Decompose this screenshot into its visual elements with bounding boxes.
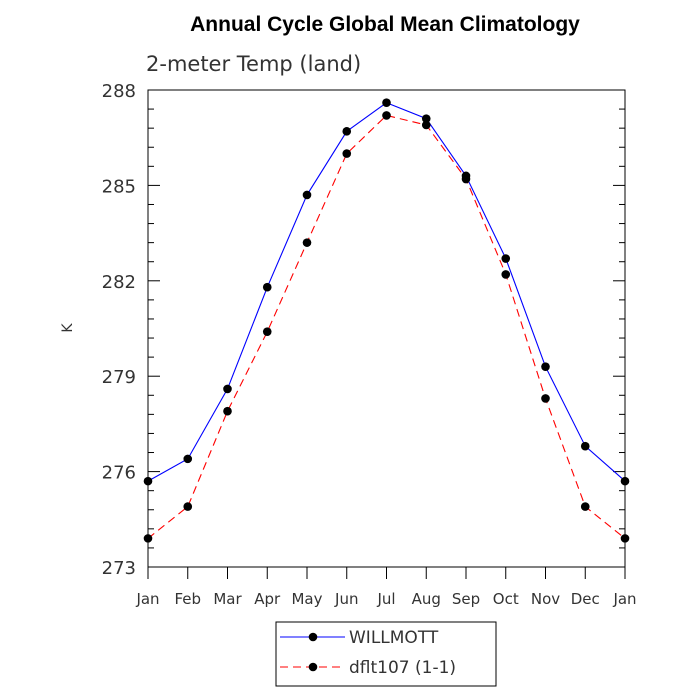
data-point <box>620 534 630 543</box>
x-tick-label: Sep <box>452 590 480 608</box>
legend-label: WILLMOTT <box>349 628 439 648</box>
x-tick-label: May <box>291 590 322 608</box>
data-point <box>421 120 431 130</box>
y-tick-label: 276 <box>102 463 136 484</box>
data-point <box>382 111 391 120</box>
data-point <box>302 238 312 247</box>
y-tick-label: 288 <box>102 81 136 102</box>
data-point <box>302 190 312 200</box>
x-tick-label: Apr <box>254 590 281 608</box>
y-axis-label: K <box>60 323 76 333</box>
x-tick-label: Nov <box>531 590 560 608</box>
data-point <box>382 98 391 108</box>
legend-label: dflt107 (1-1) <box>349 658 456 678</box>
axis-ticks <box>147 89 626 579</box>
data-point <box>461 174 471 184</box>
data-point <box>143 476 153 486</box>
series-line <box>147 102 626 482</box>
y-tick-label: 279 <box>102 367 136 388</box>
data-point <box>541 362 550 371</box>
series-line <box>147 114 626 539</box>
y-tick-label: 282 <box>102 272 136 293</box>
data-point <box>262 327 272 336</box>
data-point <box>183 502 193 511</box>
data-point <box>342 127 352 136</box>
x-tick-label: Feb <box>174 590 201 608</box>
data-point <box>223 406 232 416</box>
data-point <box>620 476 630 486</box>
legend: WILLMOTT dflt107 (1-1) <box>275 621 497 687</box>
chart-subtitle: 2-meter Temp (land) <box>146 52 361 76</box>
x-tick-label: Jan <box>612 590 636 608</box>
series-layer <box>143 98 630 543</box>
data-point <box>143 534 153 543</box>
legend-box <box>275 621 497 687</box>
x-tick-label: Oct <box>493 590 519 608</box>
data-point <box>501 254 511 263</box>
x-tick-labels: Jan Feb Mar Apr May Jun Jul Aug Sep Oct Nov Dec Jan <box>135 590 636 608</box>
data-point <box>262 282 272 292</box>
plot-frame <box>147 89 626 568</box>
data-point <box>183 454 193 464</box>
x-tick-label: Jun <box>334 590 358 608</box>
x-tick-label: Dec <box>571 590 600 608</box>
y-tick-label: 285 <box>102 176 136 197</box>
data-point <box>580 502 590 511</box>
data-point <box>421 114 431 123</box>
chart-title: Annual Cycle Global Mean Climatology <box>190 13 580 36</box>
legend-marker <box>308 662 318 672</box>
y-tick-labels: 273 276 279 282 285 288 <box>102 81 136 579</box>
data-point <box>541 394 550 403</box>
x-tick-label: Mar <box>213 590 242 608</box>
x-tick-label: Jul <box>376 590 395 608</box>
legend-marker <box>308 632 318 642</box>
data-point <box>223 384 232 394</box>
data-point <box>501 270 511 279</box>
x-tick-label: Jan <box>135 590 159 608</box>
x-tick-label: Aug <box>412 590 441 608</box>
y-tick-label: 273 <box>102 558 136 579</box>
series <box>143 98 630 486</box>
series <box>143 111 630 543</box>
data-point <box>580 441 590 451</box>
data-point <box>342 149 352 158</box>
